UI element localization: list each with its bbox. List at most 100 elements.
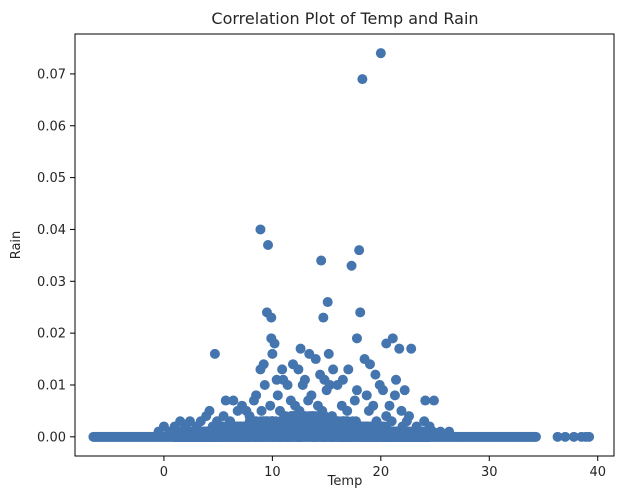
scatter-point	[255, 224, 266, 235]
y-axis: 0.00 0.01 0.02 0.03 0.04 0.05 0.06 0.07	[37, 67, 75, 445]
scatter-point	[255, 364, 266, 375]
y-tick-label: 0.02	[37, 327, 66, 342]
x-tick-label: 0	[160, 465, 168, 480]
scatter-point	[248, 395, 259, 406]
scatter-point	[153, 426, 164, 437]
scatter-point	[396, 405, 407, 416]
scatter-point	[322, 297, 333, 308]
scatter-point	[391, 374, 402, 385]
scatter-point	[386, 416, 397, 427]
scatter-point	[228, 395, 239, 406]
scatter-point	[294, 405, 305, 416]
scatter-point	[220, 395, 231, 406]
x-tick-label: 20	[373, 465, 390, 480]
scatter-point	[295, 343, 306, 354]
y-tick-label: 0.05	[37, 171, 66, 186]
scatter-point	[444, 426, 455, 437]
scatter-point	[282, 379, 293, 390]
scatter-point	[271, 374, 282, 385]
y-tick-label: 0.04	[37, 223, 66, 238]
scatter-point	[259, 379, 270, 390]
scatter-point	[297, 379, 308, 390]
scatter-point	[584, 431, 595, 442]
scatter-point	[346, 260, 357, 271]
scatter-point	[203, 431, 214, 442]
y-tick-label: 0.07	[37, 67, 66, 82]
y-tick-label: 0.03	[37, 275, 66, 290]
scatter-point	[381, 338, 392, 349]
scatter-point	[321, 385, 332, 396]
scatter-point	[209, 348, 220, 359]
scatter-point	[360, 426, 371, 437]
scatter-point	[264, 426, 275, 437]
scatter-point	[180, 421, 191, 432]
scatter-point	[394, 343, 405, 354]
scatter-point	[256, 405, 267, 416]
scatter-point	[266, 312, 277, 323]
scatter-point	[221, 421, 232, 432]
scatter-point	[263, 240, 274, 250]
scatter-point	[375, 48, 386, 59]
scatter-point	[351, 333, 362, 344]
points-layer	[88, 48, 595, 442]
scatter-point	[327, 411, 338, 422]
x-axis: 0 10 20 30 40	[160, 456, 606, 480]
scatter-point	[318, 312, 329, 323]
chart-title: Correlation Plot of Temp and Rain	[211, 9, 478, 28]
scatter-point	[272, 390, 283, 401]
scatter-point	[331, 421, 342, 432]
scatter-point	[232, 405, 243, 416]
scatter-point	[214, 426, 225, 437]
scatter-point	[303, 395, 314, 406]
scatter-point	[406, 343, 417, 354]
scatter-point	[328, 364, 339, 375]
scatter-point	[230, 426, 241, 437]
scatter-point	[265, 400, 276, 411]
scatter-point	[552, 431, 563, 442]
scatter-point	[530, 431, 541, 442]
scatter-point	[340, 426, 351, 437]
y-tick-label: 0.06	[37, 119, 66, 134]
scatter-point	[316, 255, 327, 266]
scatter-point	[260, 416, 271, 427]
scatter-point	[568, 431, 579, 442]
scatter-point	[164, 426, 175, 437]
x-tick-label: 10	[264, 465, 281, 480]
scatter-point	[364, 359, 375, 370]
scatter-point	[277, 364, 288, 375]
scatter-point	[399, 385, 410, 396]
scatter-point	[428, 395, 439, 406]
scatter-point	[269, 338, 280, 349]
scatter-point	[349, 395, 360, 406]
x-tick-label: 40	[589, 465, 606, 480]
scatter-point	[378, 385, 388, 396]
y-tick-label: 0.01	[37, 378, 66, 393]
scatter-point	[347, 416, 358, 427]
scatter-point	[332, 379, 343, 390]
scatter-point	[560, 431, 571, 442]
plot-frame	[74, 33, 615, 457]
scatter-point	[340, 416, 351, 427]
scatter-point	[174, 431, 185, 442]
scatter-point	[343, 364, 354, 375]
scatter-point	[355, 307, 366, 318]
scatter-point	[435, 426, 446, 437]
y-tick-label: 0.00	[37, 430, 66, 445]
x-tick-label: 30	[481, 465, 498, 480]
scatter-point	[363, 405, 374, 416]
scatter-point	[342, 405, 353, 416]
scatter-point	[323, 348, 334, 359]
scatter-point	[280, 411, 291, 422]
scatter-point	[361, 390, 372, 401]
scatter-point	[293, 364, 304, 375]
scatter-point	[383, 426, 394, 437]
scatter-point	[298, 426, 309, 437]
scatter-point	[283, 426, 294, 437]
scatter-point	[267, 348, 278, 359]
scatter-point	[384, 400, 395, 411]
scatter-point	[351, 385, 362, 396]
scatter-point	[354, 245, 365, 256]
scatter-point	[420, 395, 431, 406]
scatter-point	[188, 426, 199, 437]
